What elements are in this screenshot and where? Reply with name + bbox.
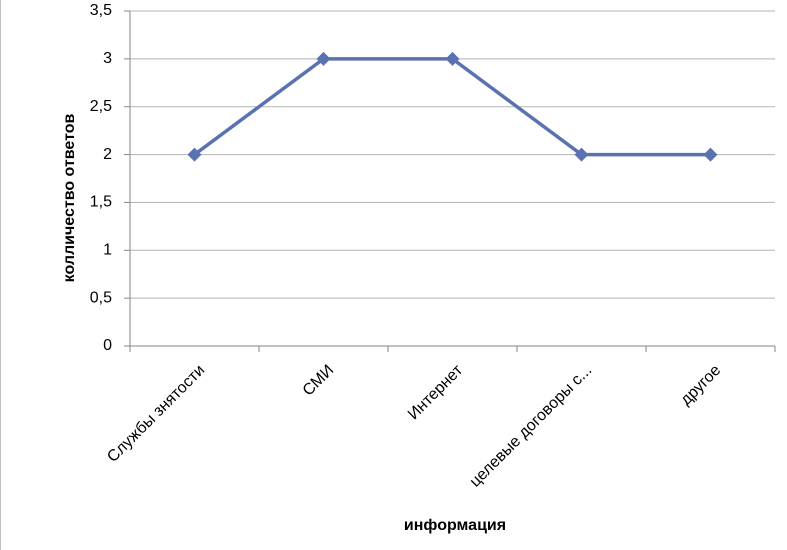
y-tick-label: 0	[103, 337, 112, 354]
data-point	[445, 51, 460, 66]
y-tick-label: 0,5	[90, 289, 112, 306]
y-tick-label: 1,5	[90, 194, 112, 211]
y-tick-label: 2,5	[90, 98, 112, 115]
data-point	[703, 147, 718, 162]
y-tick-label: 1	[103, 242, 112, 259]
data-point	[187, 147, 202, 162]
x-tick-label: Интернет	[405, 361, 467, 423]
data-point	[574, 147, 589, 162]
x-axis-title: информация	[404, 517, 506, 534]
y-axis-title: колличество ответов	[61, 114, 78, 283]
x-tick-label: Службы знятости	[104, 362, 208, 466]
x-tick-label: целевые договоры с...	[467, 362, 596, 491]
x-tick-label: СМИ	[300, 362, 338, 400]
y-tick-label: 2	[103, 146, 112, 163]
y-tick-label: 3,5	[90, 2, 112, 19]
y-tick-label: 3	[103, 50, 112, 67]
x-tick-label: другое	[677, 362, 724, 409]
data-point	[316, 51, 331, 66]
